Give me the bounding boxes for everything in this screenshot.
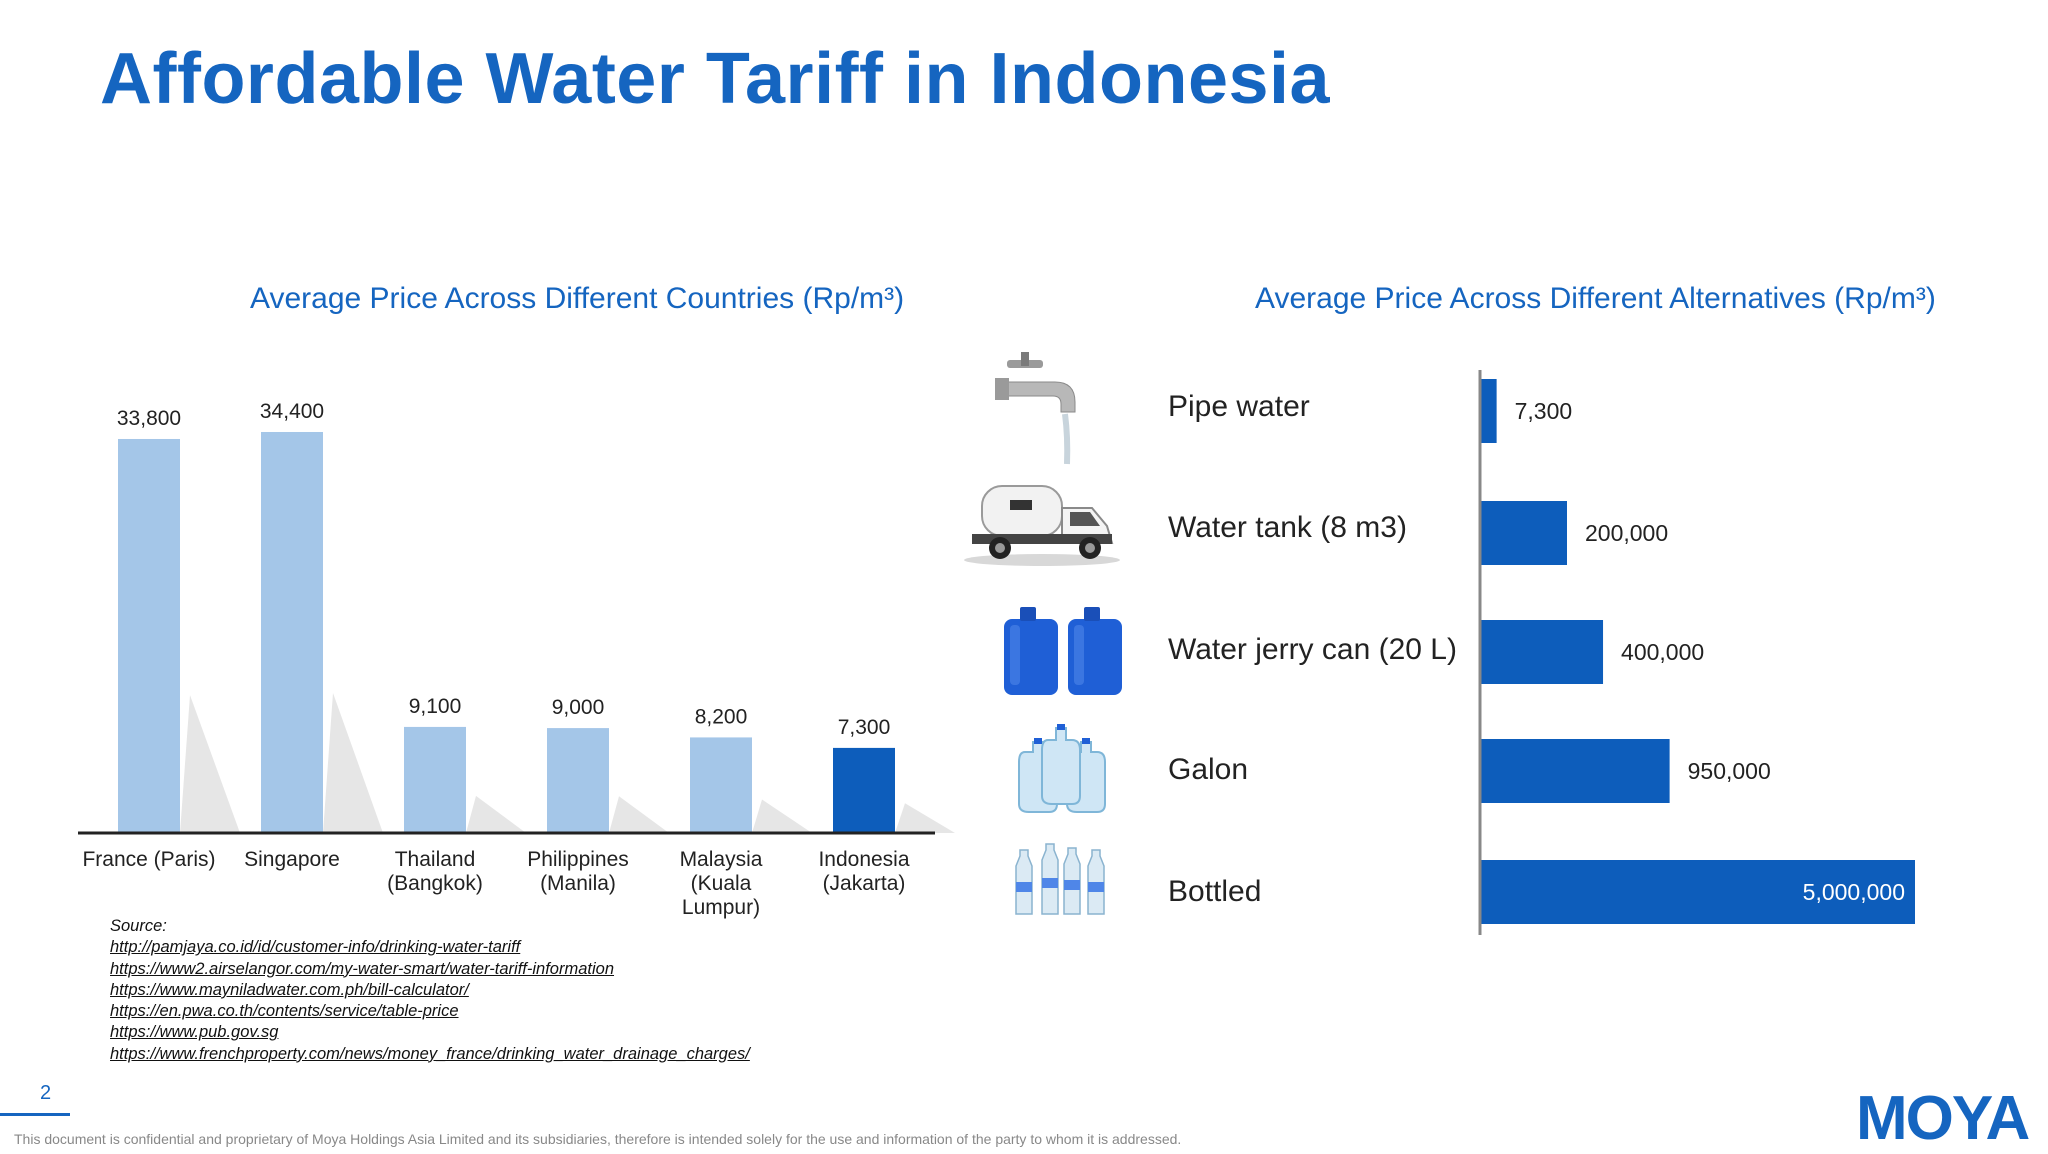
hbar-value-label: 5,000,000: [1803, 879, 1905, 905]
alternatives-chart-title: Average Price Across Different Alternati…: [1255, 282, 1936, 315]
jerry-can-icon: [1004, 607, 1122, 695]
countries-chart-title: Average Price Across Different Countries…: [250, 282, 905, 315]
source-link[interactable]: https://www2.airselangor.com/my-water-sm…: [110, 959, 615, 978]
alt-label-bottled: Bottled: [1168, 875, 1262, 908]
hbar-value-label: 950,000: [1688, 758, 1771, 784]
bar-value-label: 8,200: [695, 705, 748, 728]
alt-label-jerry-can: Water jerry can (20 L): [1168, 633, 1457, 666]
category-label: Malaysia: [680, 848, 763, 871]
bar-value-label: 9,000: [552, 696, 605, 719]
hbar-0: [1480, 379, 1497, 443]
bar-1: [261, 431, 323, 833]
category-label: Singapore: [244, 848, 340, 871]
water-truck-icon: [964, 485, 1120, 566]
bar-shadow: [609, 796, 669, 833]
page-number-underline: [0, 1113, 70, 1116]
category-label: Lumpur): [682, 896, 760, 919]
source-link[interactable]: https://www.pub.gov.sg: [110, 1023, 279, 1042]
moya-logo: MOYA: [1856, 1084, 2030, 1153]
bar-shadow: [752, 799, 812, 833]
sources-block: Source: http://pamjaya.co.id/id/customer…: [110, 916, 750, 1065]
category-label: (Manila): [540, 872, 616, 895]
category-label: Philippines: [527, 848, 629, 871]
alt-label-galon: Galon: [1168, 753, 1249, 786]
sources-label: Source:: [110, 917, 167, 935]
category-label: Thailand: [395, 848, 476, 871]
hbar-value-label: 200,000: [1585, 520, 1668, 546]
source-link[interactable]: http://pamjaya.co.id/id/customer-info/dr…: [110, 938, 521, 957]
category-label: (Bangkok): [387, 872, 483, 895]
hbar-4: [1480, 860, 1915, 924]
galon-icon: [1018, 724, 1106, 813]
bar-0: [118, 438, 180, 833]
confidentiality-footer: This document is confidential and propri…: [14, 1131, 1182, 1147]
hbar-2: [1480, 620, 1604, 684]
alt-label-water-tank: Water tank (8 m3): [1168, 511, 1407, 544]
category-label: (Jakarta): [823, 872, 906, 895]
hbar-value-label: 400,000: [1621, 639, 1704, 665]
category-label: Indonesia: [818, 848, 909, 871]
bar-shadow: [180, 695, 240, 833]
bottled-water-icon: [1015, 843, 1105, 915]
hbar-3: [1480, 739, 1670, 803]
category-label: (Kuala: [691, 872, 752, 895]
bar-5: [833, 747, 895, 833]
bar-value-label: 33,800: [117, 407, 181, 430]
bar-4: [690, 737, 752, 833]
bar-value-label: 9,100: [409, 695, 462, 718]
bar-shadow: [466, 795, 526, 833]
source-link[interactable]: https://www.mayniladwater.com.ph/bill-ca…: [110, 980, 469, 999]
source-link[interactable]: https://en.pwa.co.th/contents/service/ta…: [110, 1002, 459, 1021]
faucet-icon: [995, 352, 1076, 465]
source-link[interactable]: https://www.frenchproperty.com/news/mone…: [110, 1044, 750, 1063]
bar-2: [404, 726, 466, 833]
bar-value-label: 34,400: [260, 400, 324, 423]
bar-3: [547, 728, 609, 833]
hbar-1: [1480, 501, 1567, 565]
alt-label-pipe-water: Pipe water: [1168, 390, 1310, 423]
page-number: 2: [40, 1082, 52, 1104]
category-label: France (Paris): [82, 848, 215, 871]
page-title: Affordable Water Tariff in Indonesia: [100, 39, 1331, 119]
bar-value-label: 7,300: [838, 716, 891, 739]
bar-shadow: [323, 693, 383, 833]
bar-shadow: [895, 803, 955, 833]
hbar-value-label: 7,300: [1515, 398, 1573, 424]
